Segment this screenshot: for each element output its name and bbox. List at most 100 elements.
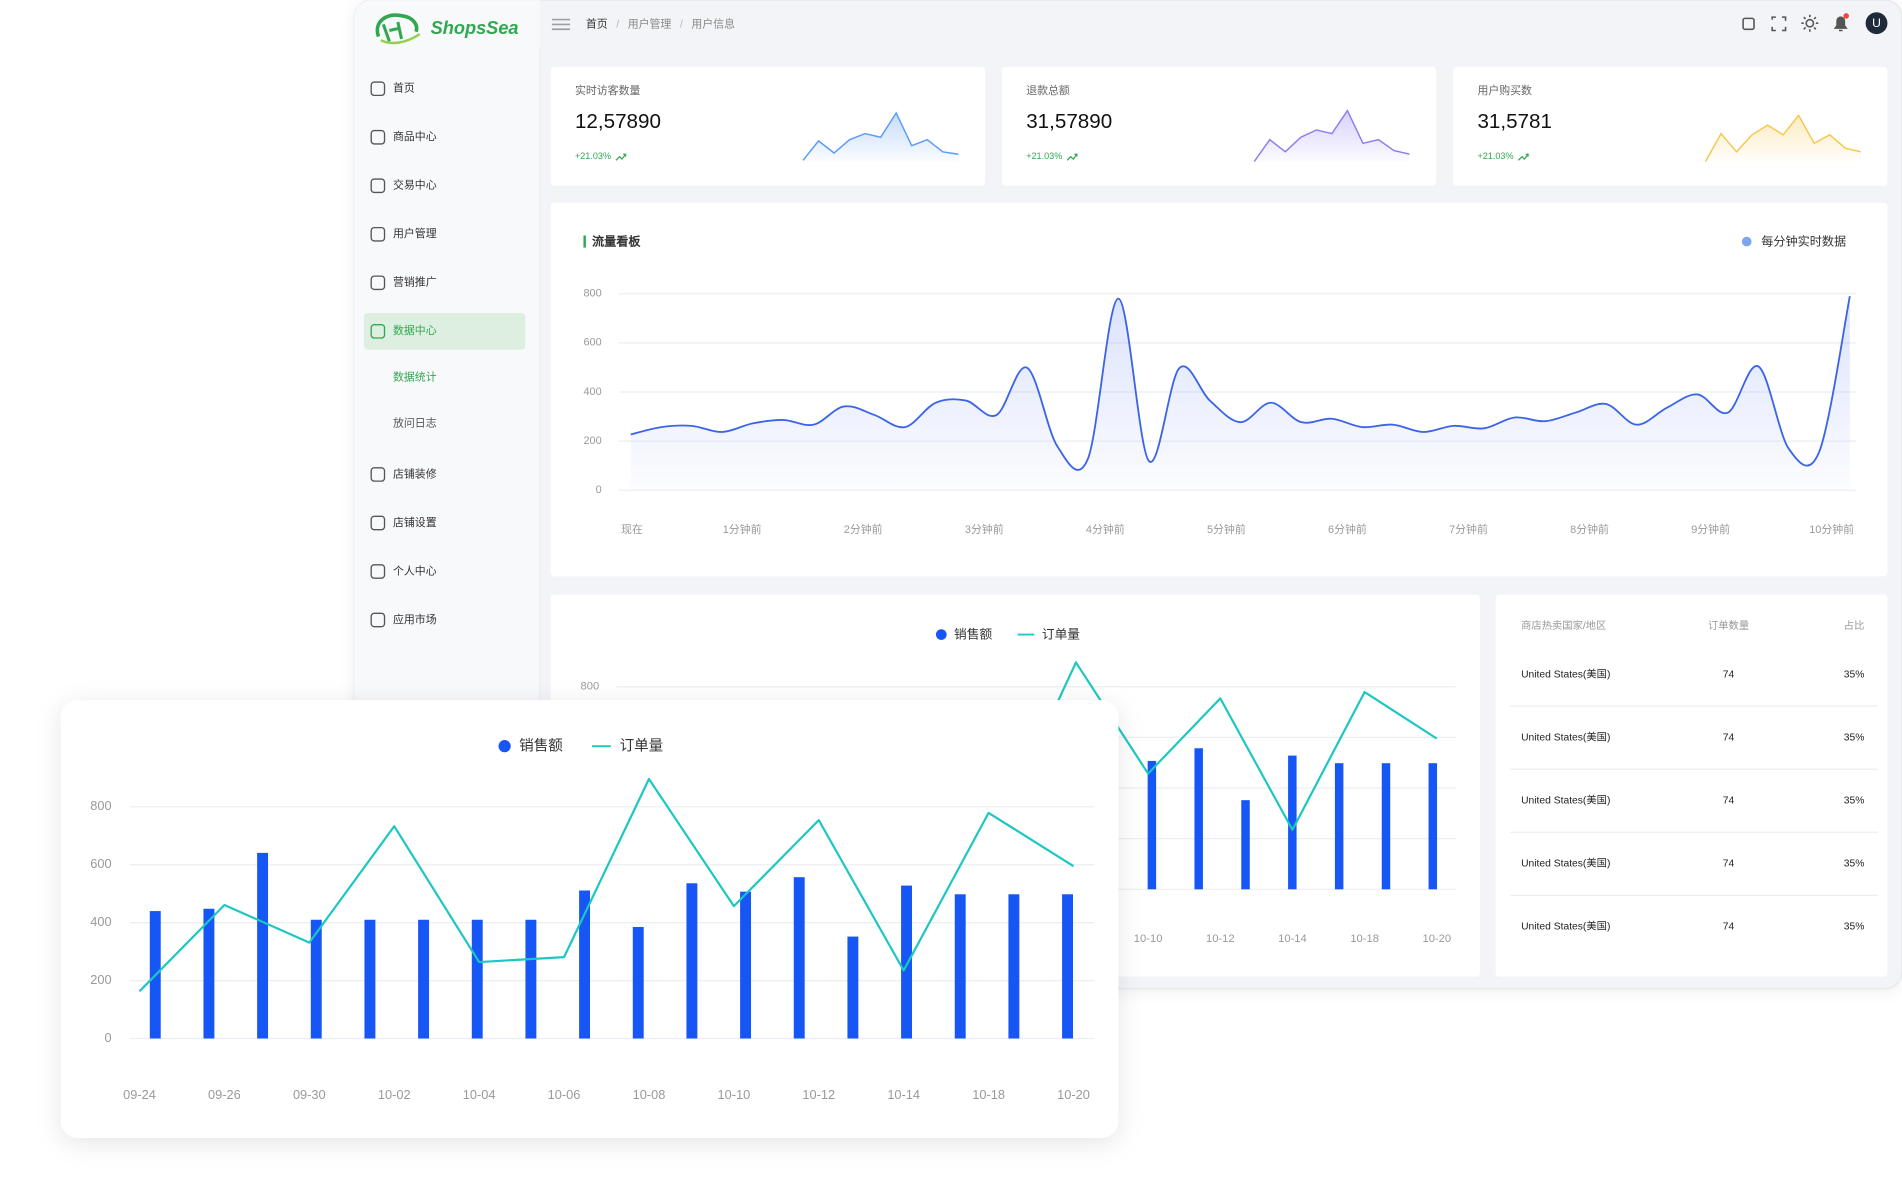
sparkline [802, 111, 959, 161]
avatar[interactable] [1865, 12, 1888, 35]
trend-arrow [1517, 153, 1529, 161]
sales-chart-front: 销售额 订单量 0 200 400 600 800 09-24 09-26 09-30 10-02 1… [90, 738, 1095, 1102]
y-tick-label: 200 [90, 972, 111, 987]
icon-bell[interactable] [1833, 16, 1848, 32]
table-cell: 35% [1844, 922, 1865, 933]
bar [793, 877, 805, 1039]
menu-item[interactable]: 交易中心 [393, 178, 437, 192]
table-cell: United States(美国) [1521, 857, 1610, 870]
menu-icon [370, 81, 386, 97]
x-tick-label: 6分钟前 [1328, 522, 1367, 536]
traffic-legend: 每分钟实时数据 [1761, 233, 1846, 248]
icon-fullscreen[interactable] [1771, 16, 1787, 32]
menu-item[interactable]: 店铺设置 [393, 515, 437, 529]
menu-icon [370, 178, 386, 194]
menu-item[interactable]: 数据中心 [393, 323, 437, 337]
y-tick-label: 600 [90, 856, 111, 871]
bar [1241, 800, 1250, 890]
menu-icon [370, 564, 386, 579]
country-table: 商店热卖国家/地区 订单数量 占比 United States(美国) 74 35% Uni… [1510, 619, 1878, 933]
menu-icon [370, 467, 386, 482]
menu-item[interactable]: 个人中心 [393, 564, 437, 577]
menu-icon [370, 275, 386, 291]
table-cell: 35% [1844, 859, 1865, 870]
y-tick-label: 600 [583, 337, 601, 349]
x-tick-label: 10分钟前 [1809, 522, 1854, 536]
x-tick-label: 10-20 [1422, 933, 1451, 945]
x-tick-label: 10-10 [1134, 933, 1163, 945]
bar [1147, 760, 1157, 890]
y-tick-label: 0 [596, 484, 602, 496]
menu-toggle[interactable] [551, 18, 571, 31]
traffic-area [630, 296, 1850, 491]
notice-dot [1843, 13, 1849, 19]
submenu-item[interactable]: 放问日志 [393, 415, 437, 429]
x-tick-label: 10-18 [1350, 933, 1379, 945]
menu-item[interactable]: 商品中心 [393, 129, 437, 143]
traffic-card [550, 202, 1888, 577]
x-tick-label: 10-12 [1206, 933, 1235, 945]
sparkline-area [1254, 110, 1410, 162]
bar [632, 927, 644, 1039]
x-tick-label: 3分钟前 [965, 522, 1004, 536]
table-cell: 35% [1844, 669, 1865, 680]
x-tick-label: 10-04 [463, 1087, 496, 1102]
menu-item[interactable]: 营销推广 [393, 275, 437, 289]
submenu-item[interactable]: 数据统计 [393, 369, 437, 383]
x-tick-label: 现在 [621, 523, 643, 536]
bar [1194, 748, 1203, 890]
bar [740, 891, 752, 1039]
table-card [1495, 594, 1888, 977]
bar [257, 852, 269, 1039]
bar [1062, 894, 1074, 1039]
sparkline [1704, 114, 1861, 162]
menu-item[interactable]: 用户管理 [393, 226, 437, 240]
sparkline-area [1705, 115, 1861, 162]
table-header: 商店热卖国家/地区 [1521, 619, 1606, 632]
table-cell: 74 [1723, 795, 1735, 806]
breadcrumb-item[interactable]: 首页 [586, 17, 608, 30]
x-tick-label: 10-08 [633, 1087, 666, 1102]
legend-label: 订单量 [1042, 627, 1080, 642]
x-tick-label: 10-12 [802, 1087, 835, 1102]
breadcrumb-item[interactable]: 用户管理 [628, 16, 672, 30]
menu-icon [370, 515, 386, 531]
sparkline [1253, 109, 1410, 162]
menu-item[interactable]: 首页 [393, 82, 415, 95]
x-tick-label: 10-14 [887, 1087, 920, 1102]
avatar-letter: U [1872, 16, 1881, 30]
legend-label: 销售额 [954, 627, 992, 642]
traffic-title: 流量看板 [592, 233, 641, 248]
x-tick-label: 10-18 [972, 1087, 1005, 1102]
x-tick-label: 8分钟前 [1570, 522, 1609, 536]
breadcrumb-item[interactable]: 用户信息 [691, 16, 735, 30]
x-tick-label: 09-26 [208, 1087, 241, 1102]
stat-value: 12,57890 [575, 110, 661, 133]
x-tick-label: 10-10 [718, 1087, 751, 1102]
table-cell: United States(美国) [1521, 793, 1610, 806]
stat-label: 退款总额 [1026, 83, 1070, 97]
legend-dot [498, 740, 511, 753]
bar [525, 919, 537, 1039]
bar [579, 890, 591, 1039]
bar [1288, 755, 1297, 890]
menu-item[interactable]: 店铺装修 [393, 466, 437, 480]
x-tick-label: 2分钟前 [844, 522, 883, 536]
table-cell: 74 [1723, 922, 1735, 933]
bar [847, 936, 859, 1039]
menu-item[interactable]: 应用市场 [393, 612, 437, 626]
stat-change: +21.03% [575, 151, 611, 161]
breadcrumb-separator: / [616, 18, 620, 30]
icon-screen[interactable] [1742, 17, 1755, 31]
table-cell: United States(美国) [1521, 667, 1610, 680]
bar [1008, 894, 1020, 1039]
stat-value: 31,5781 [1477, 110, 1552, 133]
x-tick-label: 09-30 [293, 1087, 326, 1102]
x-tick-label: 10-20 [1057, 1087, 1090, 1102]
table-cell: 74 [1723, 669, 1735, 680]
bar [310, 919, 322, 1039]
y-tick-label: 400 [583, 386, 601, 398]
icon-theme[interactable] [1805, 18, 1815, 28]
y-tick-label: 800 [581, 681, 600, 693]
